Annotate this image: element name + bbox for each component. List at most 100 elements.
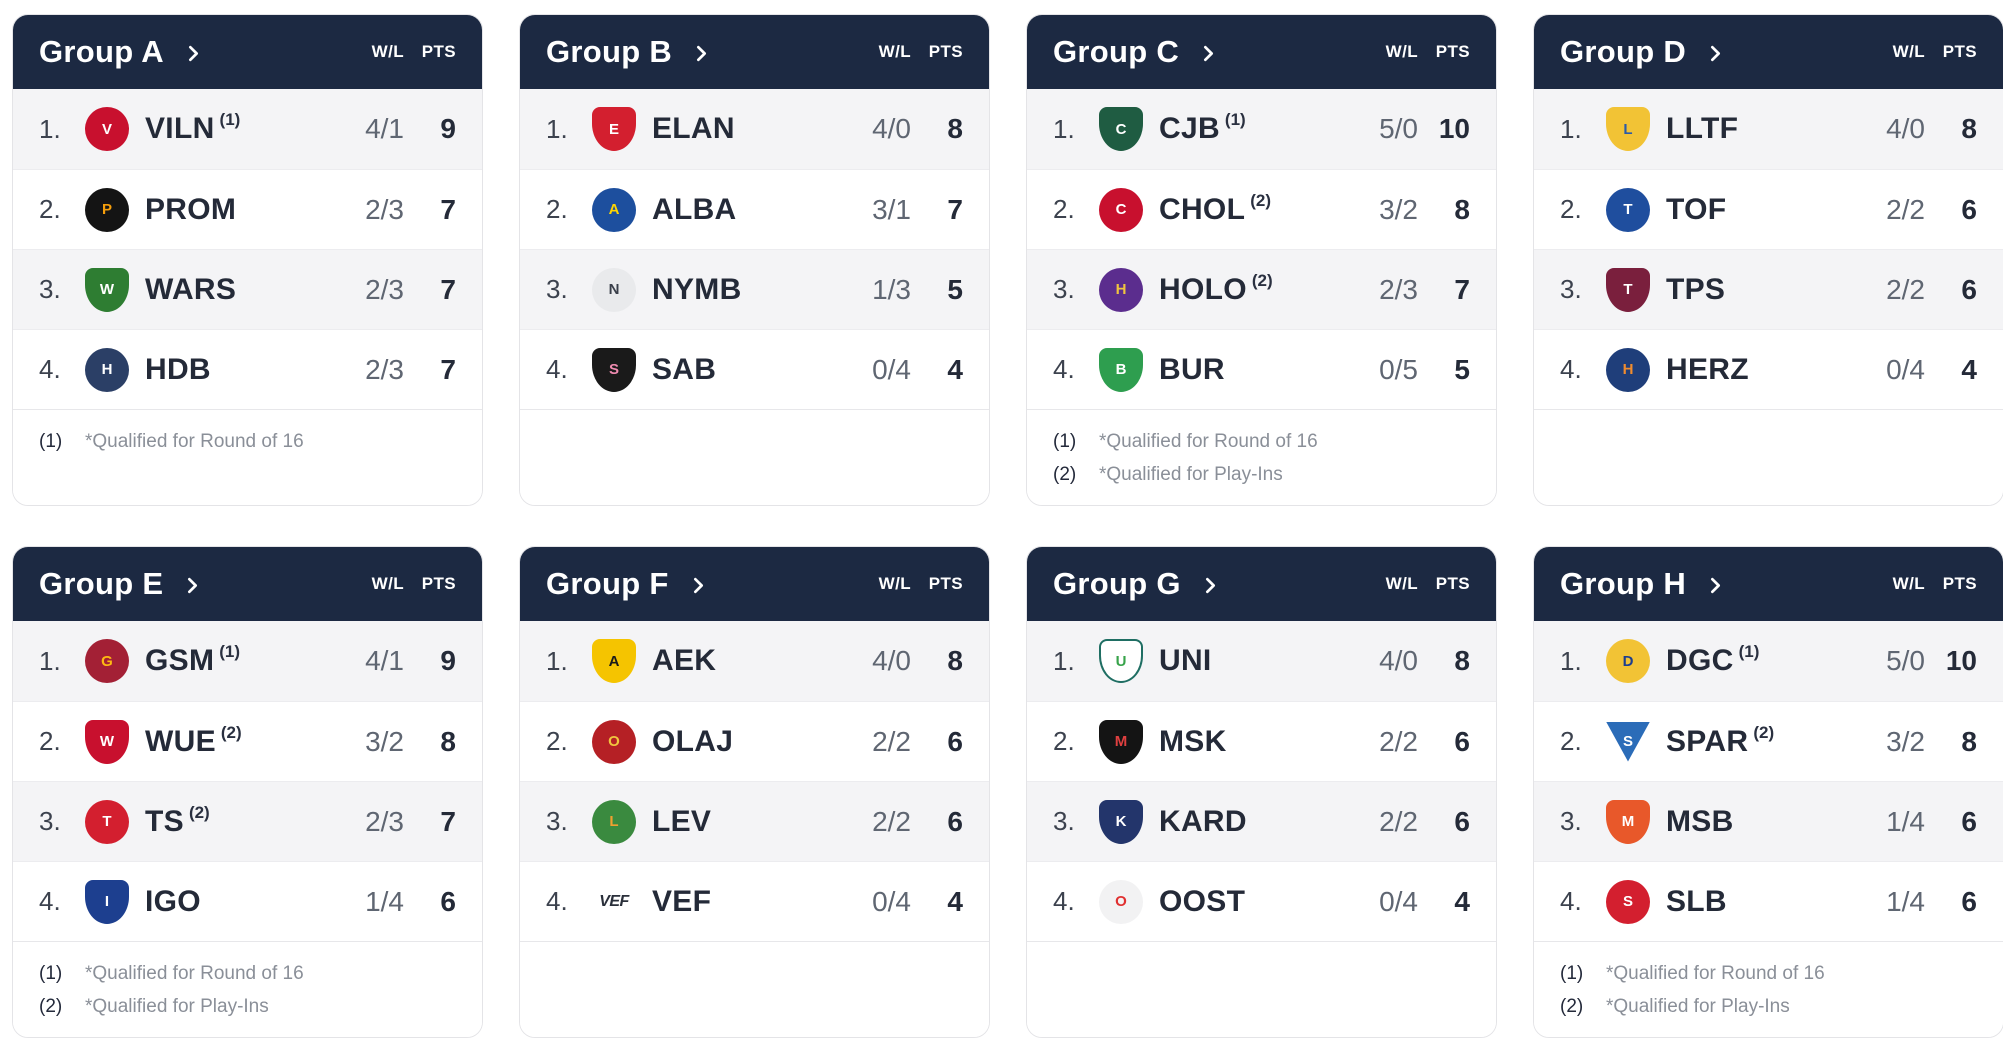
win-loss-value: 2/2 <box>1886 193 1925 225</box>
standings-rows: 1. L LLTF 4/0 8 2. T TOF 2/2 6 3. T TPS … <box>1534 89 2003 409</box>
standings-row[interactable]: 3. T TPS 2/2 6 <box>1534 249 2003 329</box>
rank-number: 3. <box>1053 806 1075 836</box>
points-value: 8 <box>1454 645 1470 676</box>
standings-row[interactable]: 4. S SAB 0/4 4 <box>520 329 989 409</box>
column-header-pts: PTS <box>928 574 963 593</box>
standings-row[interactable]: 2. O OLAJ 2/2 6 <box>520 701 989 781</box>
team-logo: VEF <box>592 880 636 924</box>
team-code: WUE <box>145 724 216 758</box>
win-loss-value: 2/3 <box>1379 273 1418 305</box>
points-value: 5 <box>1454 353 1470 385</box>
standings-row[interactable]: 4. S SLB 1/4 6 <box>1534 861 2003 941</box>
group-title: Group E <box>39 566 164 601</box>
standings-row[interactable]: 4. B BUR 0/5 5 <box>1027 329 1496 409</box>
team-logo-initials: G <box>101 652 113 670</box>
column-header-wl: W/L <box>878 574 911 593</box>
standings-row[interactable]: 4. H HERZ 0/4 4 <box>1534 329 2003 409</box>
standings-rows: 1. D DGC (1) 5/0 10 2. S SPAR (2) 3/2 8 … <box>1534 621 2003 941</box>
team-logo: U <box>1099 639 1143 683</box>
win-loss-value: 4/0 <box>872 645 911 676</box>
team-logo: T <box>85 799 129 844</box>
group-header-link[interactable]: Group B W/L PTS <box>520 15 989 89</box>
team-code: AEK <box>652 644 717 677</box>
standings-row[interactable]: 1. E ELAN 4/0 8 <box>520 89 989 169</box>
standings-rows: 1. C CJB (1) 5/0 10 2. C CHOL (2) 3/2 8 … <box>1027 89 1496 409</box>
team-logo: C <box>1099 187 1143 232</box>
standings-row[interactable]: 2. M MSK 2/2 6 <box>1027 701 1496 781</box>
card-footnotes <box>1534 409 2003 505</box>
standings-row[interactable]: 1. L LLTF 4/0 8 <box>1534 89 2003 169</box>
footnote-text: *Qualified for Round of 16 <box>85 963 304 984</box>
standings-row[interactable]: 2. S SPAR (2) 3/2 8 <box>1534 701 2003 781</box>
team-logo: M <box>1099 719 1143 764</box>
group-header-link[interactable]: Group H W/L PTS <box>1534 547 2003 621</box>
team-logo-initials: E <box>608 120 619 138</box>
team-logo: L <box>592 799 636 844</box>
points-value: 7 <box>440 805 456 837</box>
team-logo: L <box>1606 107 1650 151</box>
standings-row[interactable]: 3. K KARD 2/2 6 <box>1027 781 1496 861</box>
chevron-right-icon <box>1711 45 1721 61</box>
standings-row[interactable]: 4. O OOST 0/4 4 <box>1027 861 1496 941</box>
standings-row[interactable]: 2. C CHOL (2) 3/2 8 <box>1027 169 1496 249</box>
team-logo: S <box>592 347 636 392</box>
team-logo: S <box>1606 721 1650 762</box>
standings-row[interactable]: 3. M MSB 1/4 6 <box>1534 781 2003 861</box>
standings-rows: 1. E ELAN 4/0 8 2. A ALBA 3/1 7 3. N NYM… <box>520 89 989 409</box>
win-loss-value: 2/2 <box>1886 273 1925 305</box>
standings-row[interactable]: 1. C CJB (1) 5/0 10 <box>1027 89 1496 169</box>
standings-row[interactable]: 1. V VILN (1) 4/1 9 <box>13 89 482 169</box>
standings-row[interactable]: 4. H HDB 2/3 7 <box>13 329 482 409</box>
footnote-line: (2) *Qualified for Play-Ins <box>39 990 456 1023</box>
standings-row[interactable]: 3. H HOLO (2) 2/3 7 <box>1027 249 1496 329</box>
standings-row[interactable]: 2. W WUE (2) 3/2 8 <box>13 701 482 781</box>
standings-row[interactable]: 3. W WARS 2/3 7 <box>13 249 482 329</box>
points-value: 7 <box>1454 273 1470 305</box>
group-header-link[interactable]: Group D W/L PTS <box>1534 15 2003 89</box>
footnote-marker: (1) <box>39 431 63 452</box>
team-code: HERZ <box>1666 352 1749 386</box>
qualifier-marker: (2) <box>1753 722 1775 742</box>
group-header-link[interactable]: Group F W/L PTS <box>520 547 989 621</box>
group-header-link[interactable]: Group E W/L PTS <box>13 547 482 621</box>
standings-row[interactable]: 1. U UNI 4/0 8 <box>1027 621 1496 701</box>
win-loss-value: 2/3 <box>365 273 404 305</box>
standings-row[interactable]: 4. VEF VEF 0/4 4 <box>520 861 989 941</box>
team-logo: W <box>85 719 129 764</box>
standings-rows: 1. V VILN (1) 4/1 9 2. P PROM 2/3 7 3. W… <box>13 89 482 409</box>
team-code: HDB <box>145 352 211 386</box>
group-header-link[interactable]: Group C W/L PTS <box>1027 15 1496 89</box>
group-title: Group H <box>1560 566 1687 601</box>
standings-row[interactable]: 1. G GSM (1) 4/1 9 <box>13 621 482 701</box>
win-loss-value: 2/3 <box>365 805 404 837</box>
group-header-link[interactable]: Group G W/L PTS <box>1027 547 1496 621</box>
standings-row[interactable]: 2. P PROM 2/3 7 <box>13 169 482 249</box>
rank-number: 1. <box>546 113 568 144</box>
rank-number: 4. <box>1560 354 1582 384</box>
standings-row[interactable]: 4. I IGO 1/4 6 <box>13 861 482 941</box>
team-code: VILN <box>145 112 215 145</box>
chevron-right-icon <box>188 45 198 61</box>
points-value: 6 <box>440 885 456 917</box>
group-card: Group F W/L PTS 1. A AEK 4/0 8 2. O OLAJ… <box>519 546 990 1038</box>
footnote-line: (1) *Qualified for Round of 16 <box>39 957 456 990</box>
win-loss-value: 2/3 <box>365 353 404 385</box>
column-header-wl: W/L <box>1385 574 1418 593</box>
team-code: TPS <box>1666 272 1726 306</box>
points-value: 8 <box>947 113 963 144</box>
column-header-wl: W/L <box>1892 574 1925 593</box>
team-logo-initials: H <box>101 361 113 378</box>
standings-row[interactable]: 1. D DGC (1) 5/0 10 <box>1534 621 2003 701</box>
column-headers: W/L PTS <box>841 574 963 594</box>
qualifier-marker: (1) <box>219 642 241 661</box>
rank-number: 2. <box>39 726 61 756</box>
standings-row[interactable]: 3. N NYMB 1/3 5 <box>520 249 989 329</box>
points-value: 7 <box>440 353 456 385</box>
standings-row[interactable]: 3. L LEV 2/2 6 <box>520 781 989 861</box>
standings-row[interactable]: 2. A ALBA 3/1 7 <box>520 169 989 249</box>
group-header-link[interactable]: Group A W/L PTS <box>13 15 482 89</box>
standings-row[interactable]: 2. T TOF 2/2 6 <box>1534 169 2003 249</box>
standings-row[interactable]: 1. A AEK 4/0 8 <box>520 621 989 701</box>
footnote-text: *Qualified for Play-Ins <box>1606 996 1790 1017</box>
standings-row[interactable]: 3. T TS (2) 2/3 7 <box>13 781 482 861</box>
